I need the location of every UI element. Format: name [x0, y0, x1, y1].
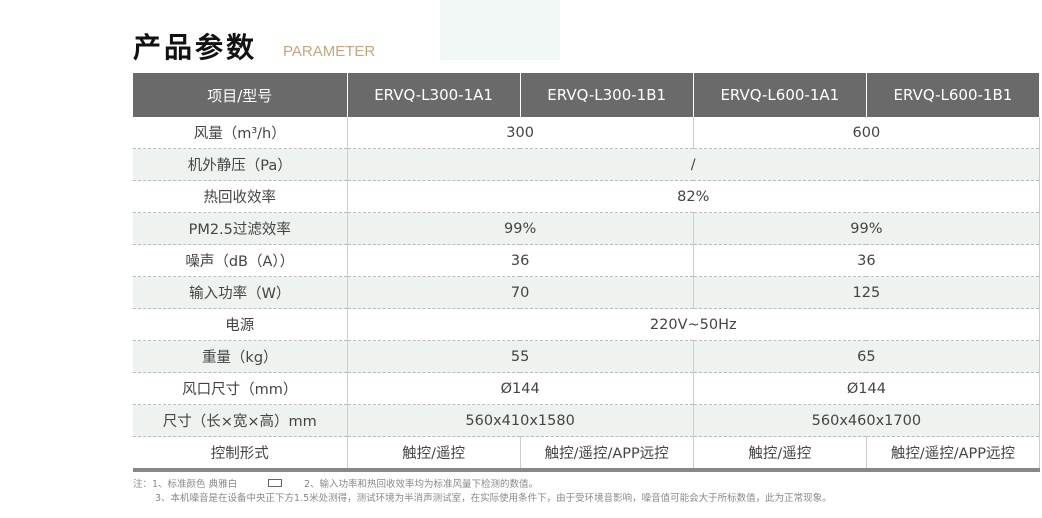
cell: 70	[347, 276, 694, 309]
table-row: 热回收效率 82%	[133, 180, 1040, 213]
cell: /	[347, 148, 1040, 181]
column-header: ERVQ-L600-1B1	[866, 73, 1041, 117]
subtitle: PARAMETER	[283, 43, 376, 60]
row-label: 噪声（dB（A））	[133, 244, 348, 277]
cell: 99%	[347, 212, 694, 245]
note: 3、本机噪音是在设备中央正下方1.5米处测得，测试环境为半消声测试室，在实际使用…	[155, 493, 832, 504]
cell: 65	[693, 340, 1041, 373]
cell: 36	[347, 244, 694, 277]
column-header: ERVQ-L300-1A1	[347, 73, 521, 117]
table-row: 机外静压（Pa） /	[133, 148, 1040, 181]
table-row: 重量（kg） 55 65	[133, 340, 1041, 373]
table-row: 电源 220V~50Hz	[133, 308, 1040, 341]
table-row: 尺寸（长×宽×高）mm 560x410x1580 560x460x1700	[133, 404, 1041, 437]
cell: Ø144	[693, 372, 1041, 405]
cell: 560x460x1700	[693, 404, 1041, 437]
row-label: 热回收效率	[133, 180, 348, 213]
cell: 125	[693, 276, 1041, 309]
row-label: 控制形式	[133, 436, 348, 471]
note: 2、输入功率和热回收效率均为标准风量下检测的数值。	[304, 479, 539, 490]
color-swatch	[268, 479, 282, 487]
spec-table: 项目/型号 ERVQ-L300-1A1 ERVQ-L300-1B1 ERVQ-L600…	[133, 73, 1041, 472]
cell: 55	[347, 340, 694, 373]
row-label: 风口尺寸（mm）	[133, 372, 348, 405]
row-label: PM2.5过滤效率	[133, 212, 348, 245]
cell: 触控/遥控/APP远控	[520, 436, 694, 471]
table-row: 风口尺寸（mm） Ø144 Ø144	[133, 372, 1041, 405]
row-label: 重量（kg）	[133, 340, 348, 373]
row-label: 机外静压（Pa）	[133, 148, 348, 181]
cell: 600	[693, 117, 1041, 149]
cell: 触控/遥控/APP远控	[866, 436, 1041, 471]
row-label: 输入功率（W）	[133, 276, 348, 309]
cell: 99%	[693, 212, 1041, 245]
table-row: 风量（m³/h） 300 600	[133, 117, 1041, 149]
cell: 36	[693, 244, 1041, 277]
header-row: 项目/型号 ERVQ-L300-1A1 ERVQ-L300-1B1 ERVQ-L600…	[133, 73, 1041, 117]
cell: 82%	[347, 180, 1040, 213]
row-label: 风量（m³/h）	[133, 117, 348, 149]
column-header: ERVQ-L300-1B1	[520, 73, 694, 117]
title: 产品参数	[133, 31, 258, 64]
row-label: 尺寸（长×宽×高）mm	[133, 404, 348, 437]
table-row: 输入功率（W） 70 125	[133, 276, 1041, 309]
table-row: PM2.5过滤效率 99% 99%	[133, 212, 1041, 245]
watermark	[440, 0, 560, 60]
column-header: 项目/型号	[133, 73, 348, 117]
table-row: 控制形式 触控/遥控 触控/遥控/APP远控 触控/遥控 触控/遥控/APP远控	[133, 436, 1041, 471]
cell: Ø144	[347, 372, 694, 405]
cell: 300	[347, 117, 694, 149]
row-label: 电源	[133, 308, 348, 341]
cell: 560x410x1580	[347, 404, 694, 437]
cell: 触控/遥控	[347, 436, 521, 471]
cell: 220V~50Hz	[347, 308, 1040, 341]
column-header: ERVQ-L600-1A1	[693, 73, 867, 117]
note: 注：1、标准颜色 典雅白	[133, 479, 238, 490]
cell: 触控/遥控	[693, 436, 867, 471]
table-row: 噪声（dB（A）） 36 36	[133, 244, 1041, 277]
